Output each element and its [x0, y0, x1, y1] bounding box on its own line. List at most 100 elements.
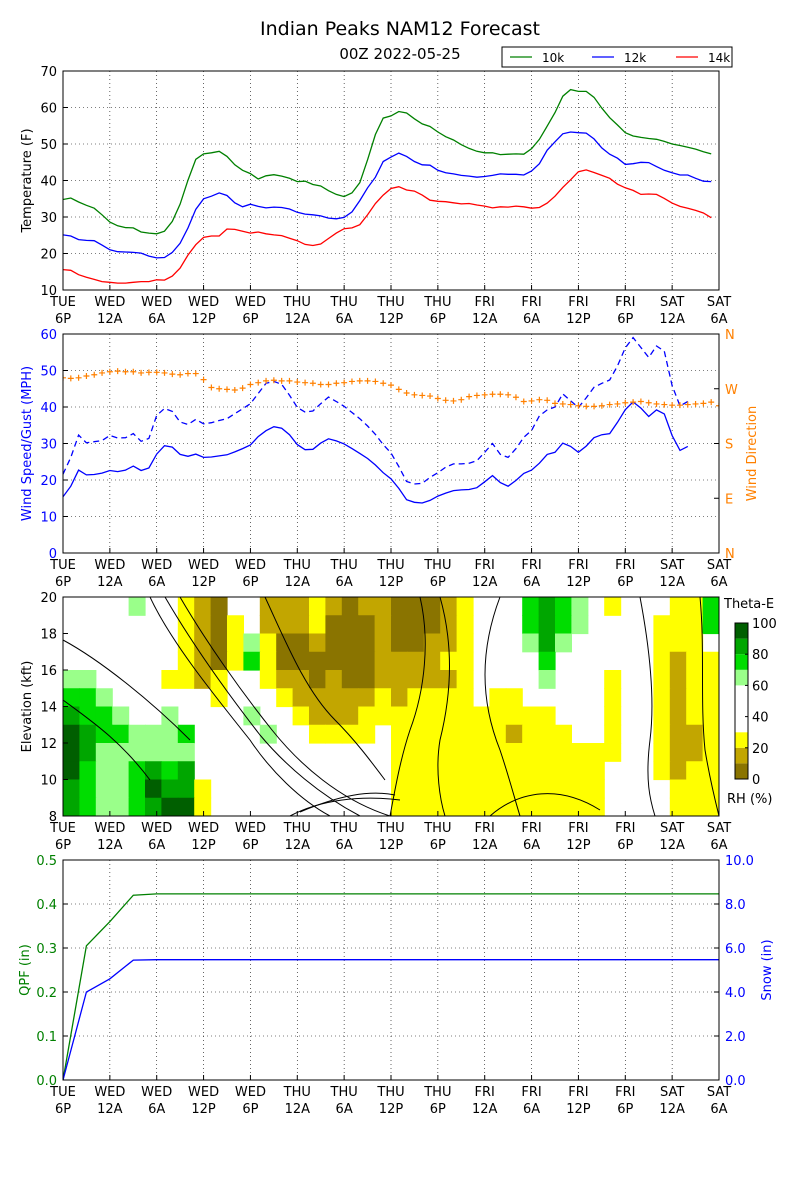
- wind-direction-marker: [630, 399, 637, 406]
- figure-subtitle: 00Z 2022-05-25: [339, 45, 461, 63]
- rh-cell: [423, 761, 441, 781]
- wind-direction-marker: [622, 399, 629, 406]
- wind-speed-line: [63, 401, 689, 504]
- x-tick-time: 6P: [617, 838, 633, 853]
- rh-cell: [194, 651, 212, 671]
- x-tick-day: FRI: [475, 821, 495, 836]
- wind-direction-marker: [497, 391, 504, 398]
- x-tick-time: 12P: [379, 312, 404, 327]
- wind-direction-marker: [294, 379, 301, 386]
- rh-cell: [391, 797, 408, 816]
- rh-cell: [604, 670, 622, 689]
- rh-cell: [604, 724, 622, 744]
- wind-direction-marker: [255, 379, 262, 386]
- wind-direction-marker: [528, 397, 535, 404]
- rh-cell: [686, 597, 704, 616]
- wind-direction-marker: [419, 392, 426, 399]
- rh-cell: [473, 724, 490, 744]
- x-tick-day: FRI: [521, 1085, 541, 1100]
- rh-cell: [325, 633, 343, 653]
- rh-cell: [456, 597, 474, 616]
- wind-direction-marker: [67, 375, 74, 382]
- x-tick-time: 6A: [336, 312, 353, 327]
- rh-cell: [456, 706, 474, 726]
- wind-direction-marker: [567, 401, 574, 408]
- wind-direction-marker: [645, 399, 652, 406]
- x-tick-day: SAT: [707, 1085, 731, 1100]
- rh-cell: [259, 670, 277, 689]
- x-tick-time: 12A: [472, 312, 498, 327]
- theta-e-contour: [639, 597, 656, 816]
- wind-direction-marker: [200, 376, 207, 383]
- rh-cell: [325, 688, 343, 708]
- wind-direction-marker: [598, 402, 605, 409]
- rh-cell: [391, 688, 408, 708]
- x-tick-time: 12A: [97, 1102, 123, 1117]
- rh-cell: [292, 615, 310, 635]
- rh-cell: [440, 615, 458, 635]
- y2-tick-label: E: [725, 492, 733, 507]
- legend-label: 10k: [542, 51, 564, 65]
- wind-direction-marker: [458, 396, 465, 403]
- rh-cell: [210, 633, 228, 653]
- x-tick-time: 6P: [430, 1102, 446, 1117]
- rh-cell: [112, 779, 130, 799]
- rh-cell: [292, 706, 310, 726]
- x-tick-day: FRI: [615, 1085, 635, 1100]
- x-tick-time: 12A: [472, 1102, 498, 1117]
- rh-cell: [374, 670, 392, 689]
- rh-cell: [505, 743, 523, 762]
- rh-cell: [407, 651, 425, 671]
- y-tick-label: 0.3: [36, 942, 57, 957]
- rh-cell: [374, 651, 392, 671]
- x-tick-day: THU: [423, 1085, 451, 1100]
- y-tick-label: 10: [40, 284, 57, 299]
- rh-cell: [210, 688, 228, 708]
- rh-cell: [341, 706, 359, 726]
- rh-cell: [456, 651, 474, 671]
- rh-cell: [325, 670, 343, 689]
- x-tick-time: 6A: [523, 838, 540, 853]
- rh-cell: [374, 615, 392, 635]
- x-tick-time: 12P: [566, 312, 591, 327]
- rh-cell: [341, 615, 359, 635]
- precip-panel: 0.0 0.1 0.2 0.3 0.4 0.5 0.0 2.0 4.0 6.0 8.0 10.0 TUE…: [18, 854, 775, 1117]
- colorbar-bin: [735, 747, 748, 764]
- wind-direction-marker: [403, 390, 410, 397]
- x-tick-day: WED: [235, 295, 266, 310]
- rh-cell: [341, 651, 359, 671]
- rh-cell: [505, 688, 523, 708]
- rh-cell: [555, 724, 572, 744]
- x-tick-time: 6P: [430, 838, 446, 853]
- wind-direction-marker: [544, 397, 551, 404]
- x-tick-day: THU: [283, 821, 311, 836]
- rh-cell: [669, 706, 687, 726]
- rh-cell: [538, 615, 556, 635]
- rh-cell: [423, 706, 441, 726]
- rh-cell: [79, 670, 97, 689]
- y-tick-label: 10: [40, 774, 57, 789]
- colorbar-tick-label: 40: [752, 711, 769, 726]
- rh-cell: [669, 724, 687, 744]
- wind-direction-marker: [512, 394, 519, 401]
- theta-e-contour: [484, 597, 521, 816]
- y2-tick-label: 10.0: [725, 854, 754, 869]
- x-tick-day: THU: [423, 295, 451, 310]
- rh-cell: [243, 706, 261, 726]
- colorbar-bin: [735, 732, 748, 748]
- rh-cell: [571, 779, 589, 799]
- y-tick-label: 60: [40, 328, 57, 343]
- wind-direction-marker: [536, 396, 543, 403]
- colorbar-frame: [734, 622, 749, 780]
- wind-direction-marker: [286, 377, 293, 384]
- rh-cell: [95, 724, 113, 744]
- rh-cell: [95, 797, 113, 816]
- rh-cell: [407, 670, 425, 689]
- rh-cell: [669, 743, 687, 762]
- wind-direction-marker: [130, 368, 137, 375]
- rh-cell: [325, 651, 343, 671]
- rh-cell: [112, 761, 130, 781]
- y-tick-label: 0.4: [36, 898, 57, 913]
- rh-cell: [653, 724, 671, 744]
